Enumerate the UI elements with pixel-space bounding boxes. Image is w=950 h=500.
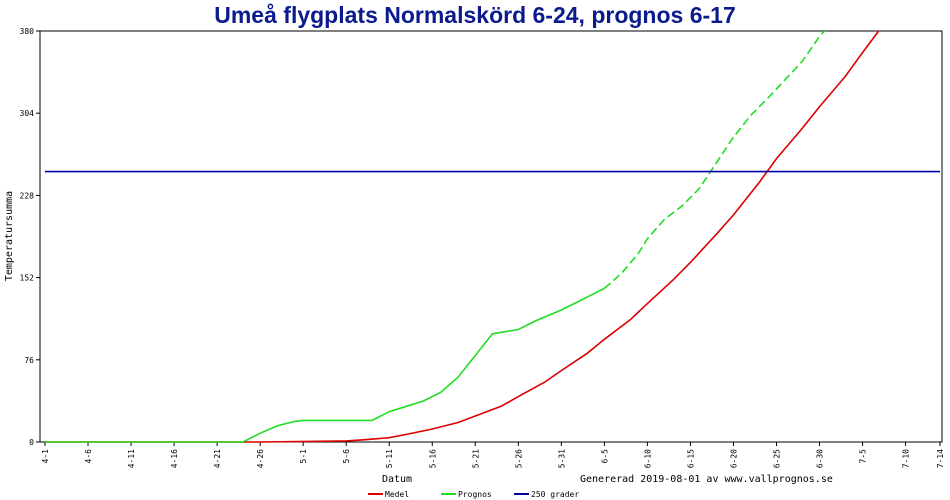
y-tick-label: 0: [29, 438, 34, 447]
series-prognos-forecast-line: [603, 31, 826, 290]
y-tick-label: 228: [20, 191, 35, 200]
x-tick-label: 5-6: [342, 449, 351, 464]
x-tick-label: 6-30: [816, 449, 825, 468]
series-medel-line: [45, 31, 880, 443]
x-tick-label: 5-31: [557, 449, 566, 468]
y-axis-label: Temperatursumma: [4, 191, 15, 281]
x-axis-label: Datum: [382, 474, 412, 485]
x-tick-label: 4-11: [127, 449, 136, 468]
legend-label: Medel: [385, 490, 409, 499]
x-axis: 4-1 4-6 4-11 4-16 4-21 4-26 5-1 5-6 5-11 5-16 5-21…: [41, 442, 945, 468]
series-prognos-line: [45, 287, 605, 443]
legend: Medel Prognos 250 grader: [368, 490, 579, 499]
x-tick-label: 5-11: [385, 449, 394, 468]
x-tick-label: 6-10: [643, 449, 652, 468]
x-tick-label: 4-1: [41, 449, 50, 464]
y-tick-label: 304: [20, 109, 35, 118]
y-tick-label: 152: [20, 274, 35, 283]
y-axis: 0 76 152 228 304 380: [20, 27, 40, 447]
x-tick-label: 4-21: [213, 449, 222, 468]
footer-text: Genererad 2019-08-01 av www.vallprognos.…: [580, 474, 833, 485]
x-tick-label: 6-20: [729, 449, 738, 468]
x-tick-label: 7-14: [936, 449, 945, 468]
x-tick-label: 5-21: [471, 449, 480, 468]
plot-area: [45, 31, 940, 443]
legend-label: 250 grader: [531, 490, 579, 499]
x-tick-label: 6-25: [772, 449, 781, 468]
x-tick-label: 4-16: [170, 449, 179, 468]
x-tick-label: 4-26: [256, 449, 265, 468]
x-tick-label: 5-26: [514, 449, 523, 468]
plot-frame: [39, 30, 943, 443]
x-tick-label: 6-5: [600, 449, 609, 464]
legend-label: Prognos: [458, 490, 492, 499]
y-tick-label: 380: [20, 27, 35, 36]
y-tick-label: 76: [24, 356, 34, 365]
x-tick-label: 7-10: [902, 449, 911, 468]
x-tick-label: 6-15: [686, 449, 695, 468]
x-tick-label: 7-5: [859, 449, 868, 464]
chart-title: Umeå flygplats Normalskörd 6-24, prognos…: [214, 2, 736, 28]
x-tick-label: 5-16: [428, 449, 437, 468]
x-tick-label: 4-6: [84, 449, 93, 464]
x-tick-label: 5-1: [299, 449, 308, 464]
